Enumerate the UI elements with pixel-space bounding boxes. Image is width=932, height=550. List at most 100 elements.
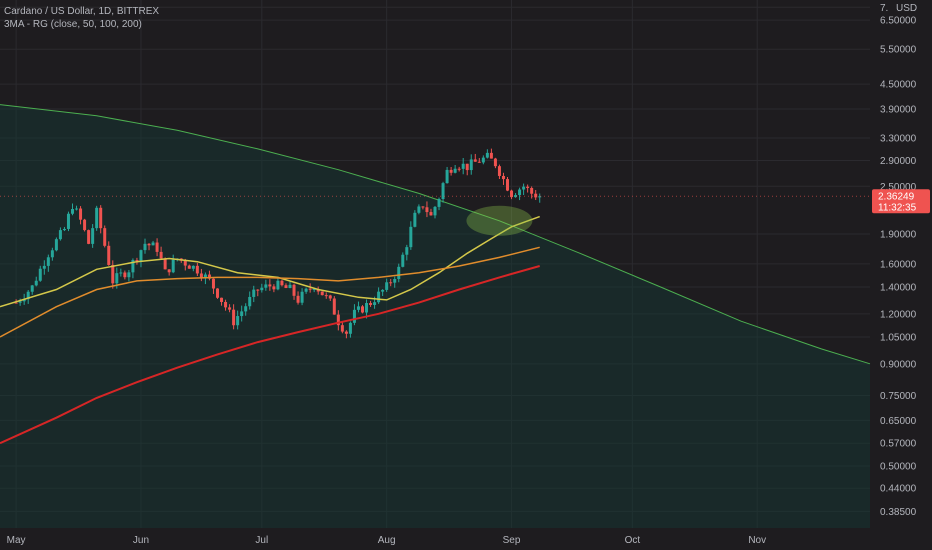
x-tick-label: Aug: [378, 535, 396, 546]
candle-body: [155, 242, 159, 252]
candle: [30, 284, 34, 295]
candle: [356, 301, 360, 313]
candle: [256, 289, 260, 297]
candle-body: [324, 295, 328, 297]
x-tick-label: May: [7, 535, 26, 546]
candle: [381, 289, 385, 297]
candle-body: [54, 239, 58, 251]
candle-body: [50, 250, 54, 258]
candle: [526, 184, 530, 193]
candle-body: [385, 282, 389, 290]
y-tick-label: 3.90000: [880, 104, 917, 115]
candle: [413, 210, 417, 228]
candle-body: [87, 230, 91, 244]
candle: [147, 243, 151, 251]
candle: [481, 155, 485, 165]
candle-body: [211, 278, 215, 289]
candle: [244, 303, 248, 316]
candle-body: [381, 289, 385, 292]
candle-body: [445, 169, 449, 184]
candle-body: [220, 297, 224, 302]
candle-body: [139, 250, 143, 262]
candle: [352, 304, 356, 326]
candle: [260, 283, 264, 293]
currency-label: USD: [896, 3, 917, 14]
candle: [58, 227, 62, 241]
y-tick-label: 2.90000: [880, 156, 917, 167]
candle-body: [183, 260, 187, 266]
ma-line-ma200: [0, 265, 540, 445]
candle: [264, 279, 268, 291]
candle: [284, 283, 288, 289]
y-tick-label: 0.75000: [880, 391, 917, 402]
candle-body: [409, 226, 413, 248]
candle-body: [163, 258, 167, 270]
candle: [119, 268, 123, 277]
candle: [296, 291, 300, 305]
candle-body: [296, 295, 300, 303]
y-tick-label: 0.44000: [880, 484, 917, 495]
candle: [54, 237, 58, 252]
candle-body: [501, 175, 505, 180]
candle: [42, 260, 46, 275]
candle: [393, 276, 397, 288]
candle-body: [123, 272, 127, 278]
candle-body: [300, 291, 304, 303]
candle-body: [236, 316, 240, 326]
candle-body: [429, 212, 433, 216]
y-tick-label: 1.90000: [880, 229, 917, 240]
candle: [336, 310, 340, 331]
candle-body: [34, 280, 38, 286]
curve-arc: [0, 104, 871, 365]
x-tick-label: Jun: [133, 535, 149, 546]
candle: [453, 165, 457, 174]
candle-body: [42, 265, 46, 269]
candle: [308, 283, 312, 293]
candle: [276, 276, 280, 291]
candle: [236, 310, 240, 330]
candle-body: [510, 190, 514, 198]
candle-body: [111, 264, 115, 284]
candle-body: [356, 306, 360, 310]
y-tick-label: 6.50000: [880, 16, 917, 27]
candle-body: [405, 247, 409, 255]
candle: [280, 279, 284, 287]
candle: [272, 284, 276, 293]
candle-body: [348, 322, 352, 334]
x-tick-label: Jul: [255, 535, 268, 546]
candle-body: [369, 303, 373, 305]
candle-body: [441, 183, 445, 200]
candle: [457, 166, 461, 172]
candle-body: [30, 285, 34, 292]
candle-body: [260, 287, 264, 291]
candle: [159, 246, 163, 260]
candle: [87, 229, 91, 245]
x-tick-label: Sep: [503, 535, 521, 546]
candle: [477, 158, 481, 163]
candle: [320, 291, 324, 296]
candle-body: [361, 306, 364, 313]
candle: [292, 283, 296, 300]
candle-body: [199, 273, 203, 279]
candle-body: [95, 207, 99, 229]
candle: [95, 205, 99, 231]
candle-body: [22, 299, 26, 302]
candle: [34, 276, 38, 287]
candle-body: [449, 169, 453, 173]
candle-body: [344, 331, 348, 334]
candle-body: [91, 228, 95, 244]
candle: [252, 285, 256, 303]
candle: [216, 288, 219, 299]
candle-body: [514, 195, 518, 198]
indicator-legend[interactable]: 3MA - RG (close, 50, 100, 200): [4, 19, 142, 30]
candle: [66, 211, 70, 232]
candle: [191, 265, 195, 272]
candle: [340, 321, 344, 334]
y-tick-label: 0.38500: [880, 507, 917, 518]
y-tick-label: 1.20000: [880, 309, 917, 320]
candle-body: [103, 228, 107, 246]
candle: [167, 269, 171, 276]
candle-body: [506, 179, 509, 191]
